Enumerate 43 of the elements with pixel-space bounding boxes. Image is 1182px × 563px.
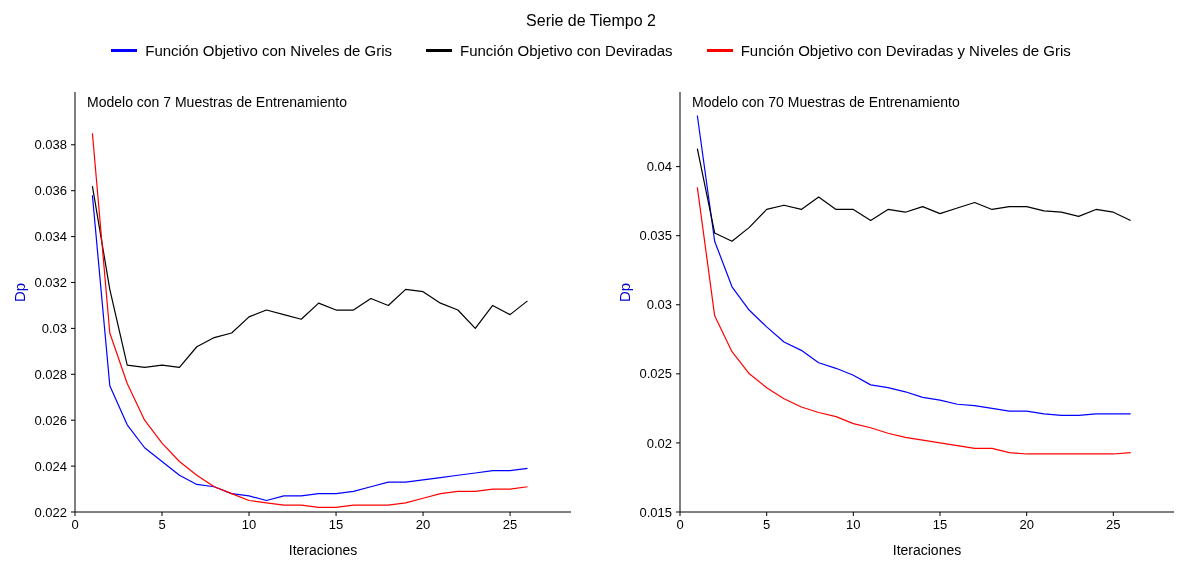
y-axis-title: Dp [616,282,634,302]
x-tick-label: 10 [241,517,257,533]
line-series [91,132,529,509]
x-axis-title: Iteraciones [288,542,358,558]
line-series [696,114,1132,416]
x-tick-label: 0 [71,517,79,533]
y-tick-label: 0.025 [639,366,672,382]
y-tick-label: 0.024 [34,458,67,474]
x-tick-label: 0 [676,517,684,533]
x-tick-label: 5 [763,517,771,533]
y-axis-title: Dp [11,282,29,302]
line-series [91,194,529,502]
x-tick-label: 15 [932,517,948,533]
x-tick-label: 15 [328,517,344,533]
x-tick-label: 25 [1106,517,1121,533]
y-tick-label: 0.026 [34,412,67,428]
x-tick-label: 20 [1019,517,1034,533]
y-tick-label: 0.04 [646,159,672,175]
x-axis-title: Iteraciones [892,542,962,558]
x-tick-label: 20 [415,517,431,533]
x-tick-label: 25 [502,517,518,533]
y-tick-label: 0.02 [646,435,672,451]
x-tick-label: 10 [846,517,861,533]
chart-subtitle: Modelo con 70 Muestras de Entrenamiento [692,94,960,110]
y-tick-label: 0.035 [639,228,672,244]
y-tick-label: 0.032 [34,275,67,291]
y-tick-label: 0.028 [34,366,67,382]
line-series [696,186,1132,455]
chart-title: Serie de Tiempo 2 [525,11,657,30]
chart-subtitle: Modelo con 7 Muestras de Entrenamiento [87,94,347,110]
y-tick-label: 0.022 [34,504,67,520]
y-tick-label: 0.03 [41,321,67,337]
line-series [91,185,529,369]
line-series [696,148,1132,242]
y-tick-label: 0.038 [34,137,67,153]
y-tick-label: 0.015 [639,504,672,520]
y-tick-label: 0.036 [34,183,67,199]
y-tick-label: 0.03 [646,297,672,313]
x-tick-label: 5 [158,517,166,533]
legend-label: Función Objetivo con Niveles de Gris [145,42,393,59]
legend-label: Función Objetivo con Deviradas y Niveles de Gris [740,42,1071,59]
y-tick-label: 0.034 [34,229,67,245]
legend-label: Función Objetivo con Deviradas [460,42,673,59]
